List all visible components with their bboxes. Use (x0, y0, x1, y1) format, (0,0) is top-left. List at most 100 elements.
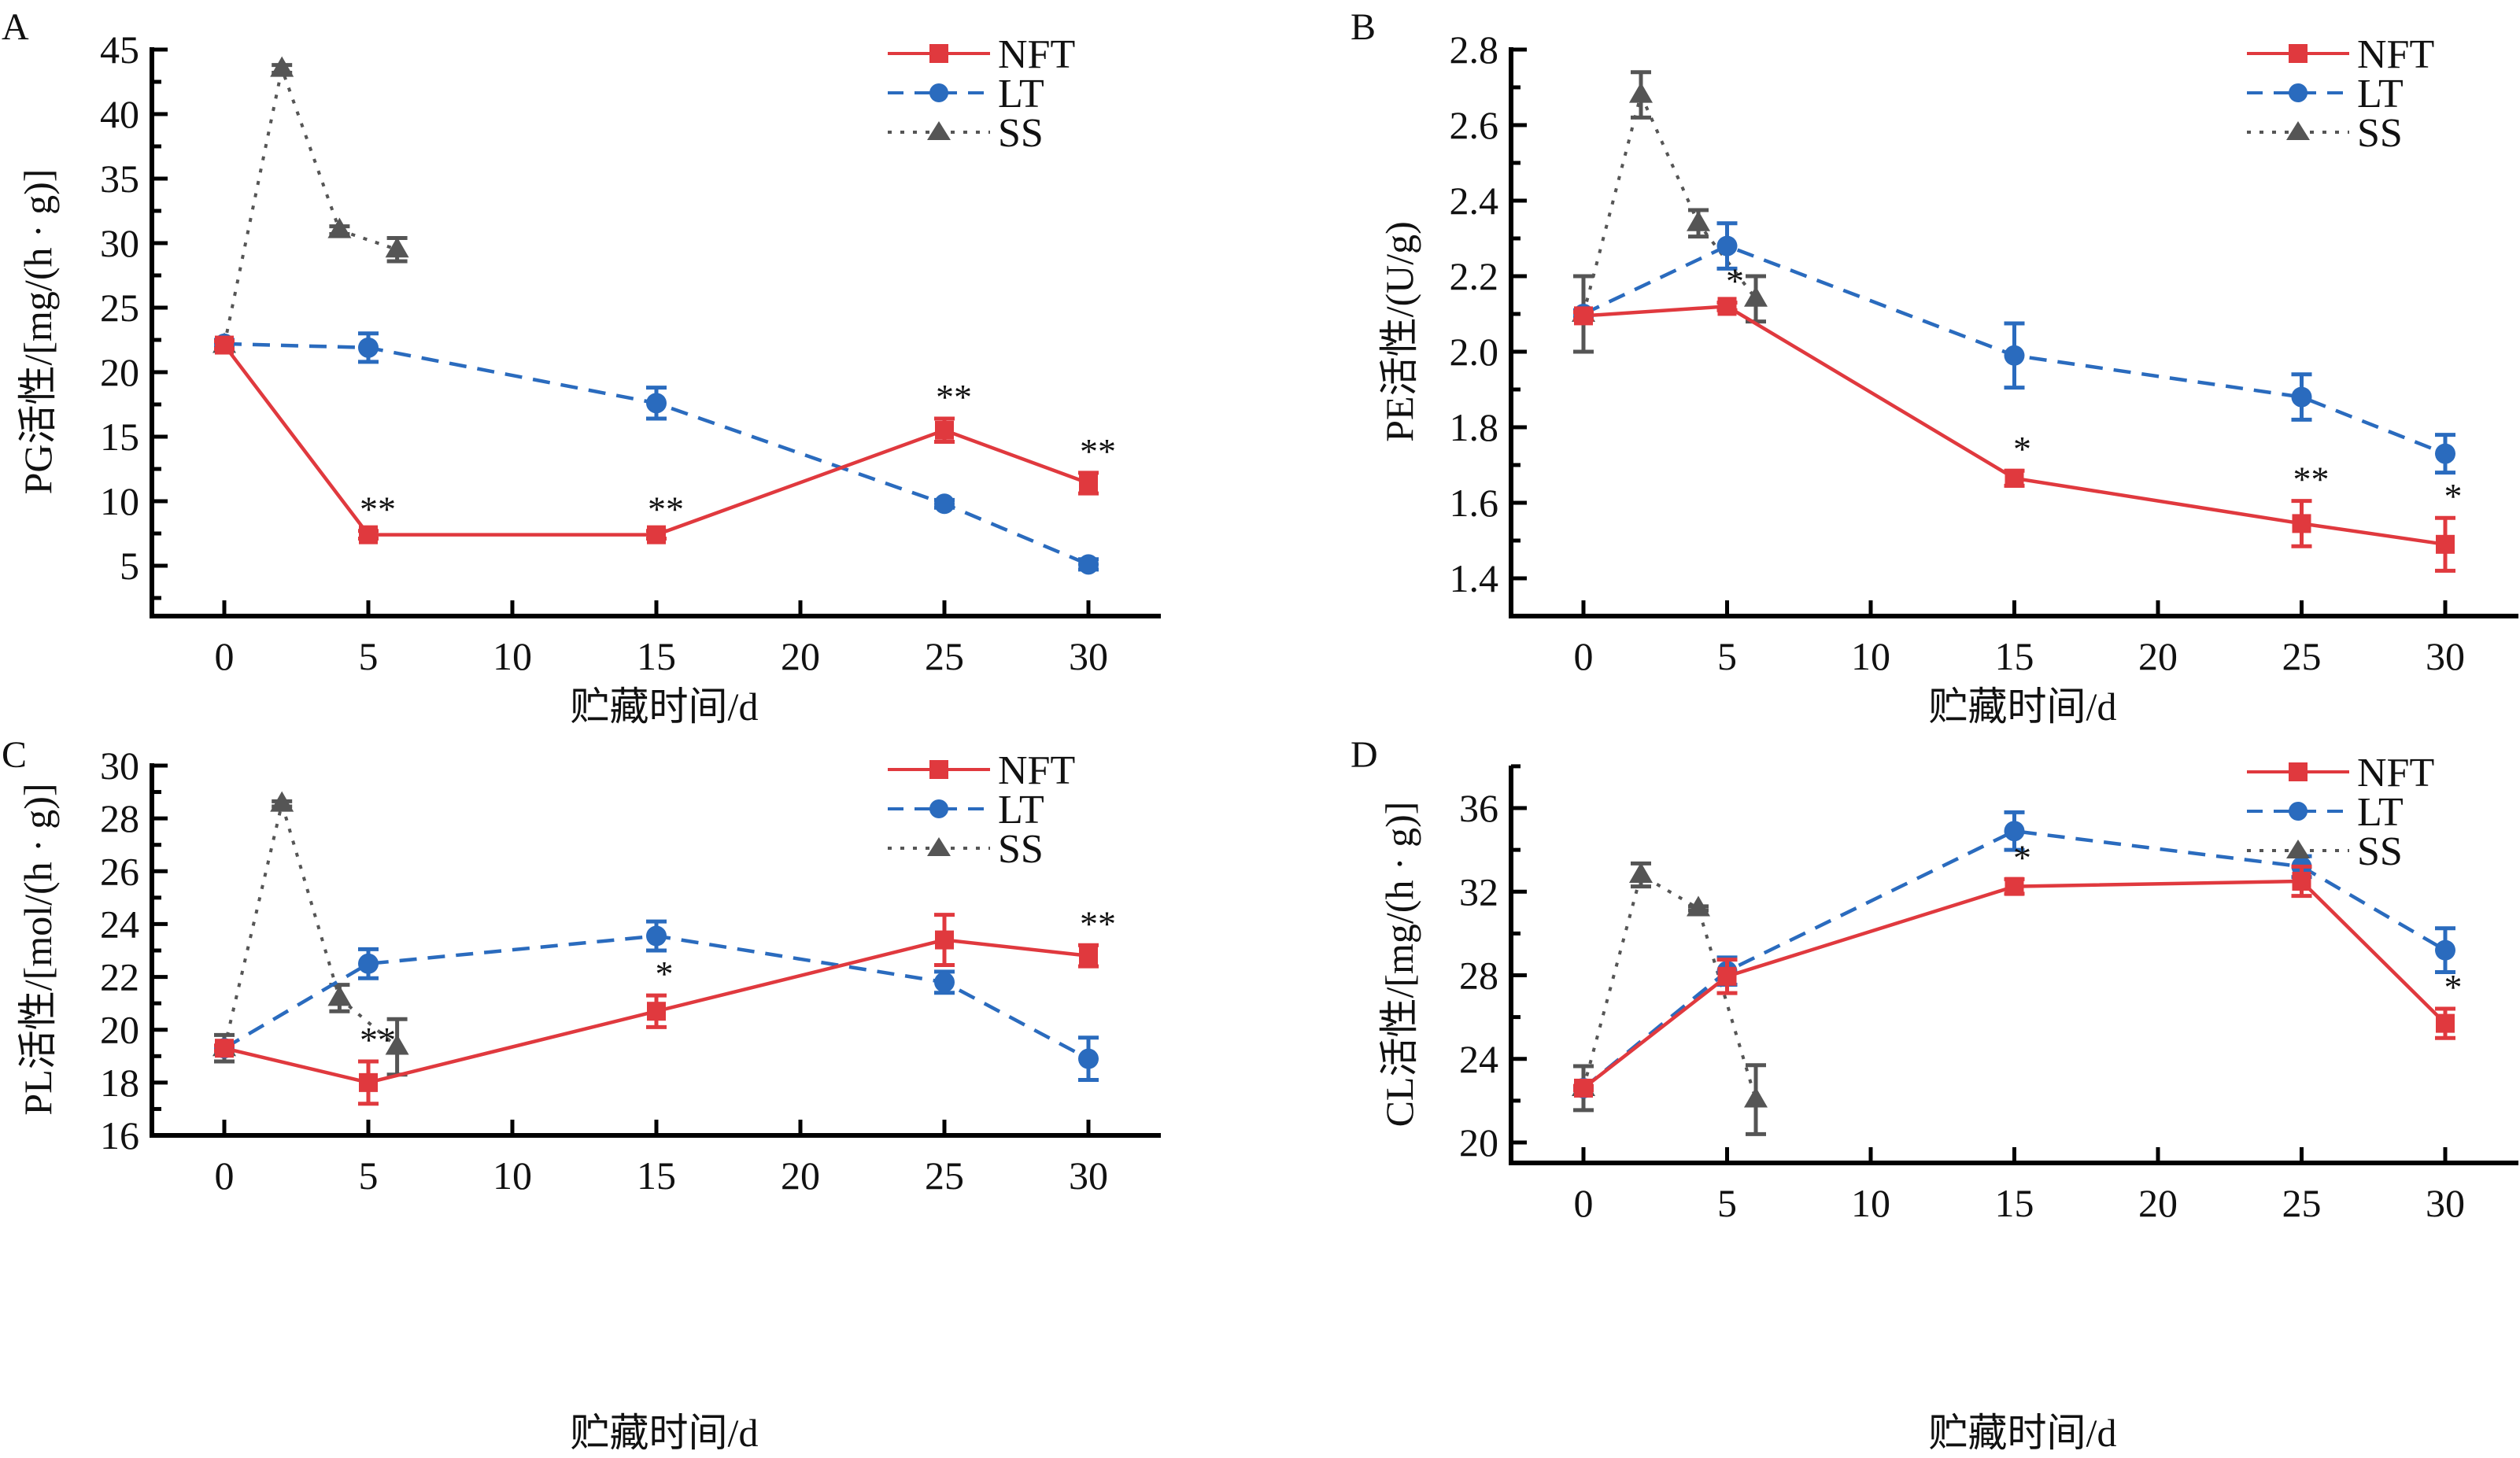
y-tick-label: 2.8 (1450, 28, 1499, 72)
data-point-square (935, 930, 954, 950)
significance-marker: * (2013, 837, 2031, 877)
legend-marker-circle (2289, 83, 2308, 102)
data-point-square (2436, 534, 2455, 554)
series-ss (1572, 70, 1768, 354)
panel-label: C (2, 734, 27, 776)
legend-marker-circle (929, 83, 948, 102)
x-axis-title: 贮藏时间/d (571, 1411, 759, 1455)
data-point-circle (1078, 1048, 1099, 1069)
x-tick-label: 25 (2282, 1181, 2322, 1225)
series-nft (1573, 297, 2455, 573)
legend-label: SS (2357, 829, 2403, 874)
legend-marker-square (2289, 44, 2308, 63)
data-point-square (1574, 1078, 1593, 1098)
x-tick-label: 5 (359, 1153, 379, 1198)
data-point-square (215, 335, 234, 355)
significance-marker: * (2013, 429, 2031, 469)
data-point-circle (358, 337, 379, 358)
y-tick-label: 2.4 (1450, 179, 1499, 223)
data-point-square (1079, 474, 1098, 493)
y-tick-label: 16 (100, 1113, 139, 1157)
y-tick-label: 18 (100, 1061, 139, 1105)
x-tick-label: 5 (1717, 1181, 1737, 1225)
significance-marker: ** (1080, 431, 1116, 471)
x-tick-label: 25 (925, 1153, 964, 1198)
data-point-square (1574, 306, 1593, 326)
x-tick-label: 30 (2426, 1181, 2465, 1225)
series-nft (214, 335, 1099, 544)
y-tick-label: 20 (100, 350, 139, 394)
x-tick-label: 15 (637, 634, 676, 678)
data-point-square (2005, 877, 2024, 896)
legend-label: NFT (998, 32, 1075, 77)
y-tick-label: 28 (100, 796, 139, 840)
legend-label: SS (2357, 111, 2403, 156)
data-point-circle (1078, 554, 1099, 575)
y-tick-label: 20 (100, 1008, 139, 1052)
x-tick-label: 0 (1574, 634, 1594, 678)
data-point-triangle (1744, 1087, 1768, 1108)
panel-label: B (1351, 6, 1376, 48)
legend-marker-triangle (927, 121, 951, 140)
x-tick-label: 15 (637, 1153, 676, 1198)
y-tick-label: 1.8 (1450, 405, 1499, 449)
panel-a: A 5 10 15 20 25 30 35 40 45 0 5 10 15 20 25 30 贮藏时间/d PG活性… (2, 6, 1161, 729)
y-tick-label: 45 (100, 28, 139, 72)
data-point-circle (934, 493, 955, 515)
significance-marker: * (2444, 967, 2463, 1007)
legend-label: NFT (2357, 32, 2434, 77)
panel-label: A (2, 6, 29, 48)
data-point-triangle (1744, 286, 1768, 307)
y-tick-label: 28 (1459, 954, 1498, 998)
x-tick-label: 10 (493, 634, 532, 678)
data-point-triangle (385, 237, 409, 258)
significance-marker: ** (1080, 903, 1116, 943)
legend-label: SS (998, 827, 1044, 872)
series-line-ss (223, 797, 398, 1049)
y-tick-label: 24 (100, 902, 139, 946)
legend-label: LT (998, 788, 1044, 832)
legend-marker-triangle (2286, 840, 2310, 858)
legend-label: LT (2357, 72, 2404, 116)
x-tick-label: 10 (1851, 1181, 1890, 1225)
x-tick-label: 0 (215, 1153, 235, 1198)
legend-item-nft: NFT (888, 32, 1075, 77)
data-point-triangle (1687, 210, 1710, 231)
data-point-circle (2291, 386, 2312, 408)
legend-marker-square (2289, 762, 2308, 781)
legend-item-lt: LT (2247, 72, 2404, 116)
legend-item-nft: NFT (2247, 751, 2434, 795)
data-point-square (2005, 468, 2024, 488)
x-tick-label: 25 (2282, 634, 2322, 678)
significance-marker: * (656, 954, 674, 994)
panel-c: C 16 18 20 22 24 26 28 30 0 5 10 15 20 25 30 贮藏时间/d PL活性/… (2, 734, 1161, 1455)
data-point-circle (2004, 345, 2025, 366)
series-ss (1572, 861, 1768, 1136)
significance-marker: ** (648, 489, 684, 530)
y-tick-label: 26 (100, 849, 139, 893)
y-tick-label: 2.2 (1450, 254, 1499, 298)
data-point-circle (2435, 443, 2455, 464)
y-tick-label: 36 (1459, 786, 1498, 830)
series-line-nft (1582, 879, 2447, 1090)
data-point-circle (646, 925, 667, 947)
data-point-triangle (327, 217, 352, 238)
y-tick-label: 35 (100, 157, 139, 201)
significance-marker: ** (936, 377, 972, 417)
y-tick-label: 10 (100, 479, 139, 523)
y-tick-label: 15 (100, 415, 139, 459)
y-tick-label: 22 (100, 955, 139, 999)
x-axis-title: 贮藏时间/d (1929, 685, 2117, 729)
x-tick-label: 20 (2138, 634, 2178, 678)
y-tick-label: 1.6 (1450, 481, 1499, 525)
series-line-ss (1582, 872, 1757, 1101)
legend-label: LT (2357, 790, 2404, 835)
data-point-triangle (327, 985, 352, 1006)
legend-item-lt: LT (888, 72, 1044, 116)
x-tick-label: 30 (2426, 634, 2465, 678)
legend-marker-square (929, 44, 948, 63)
legend-item-ss: SS (888, 827, 1044, 872)
